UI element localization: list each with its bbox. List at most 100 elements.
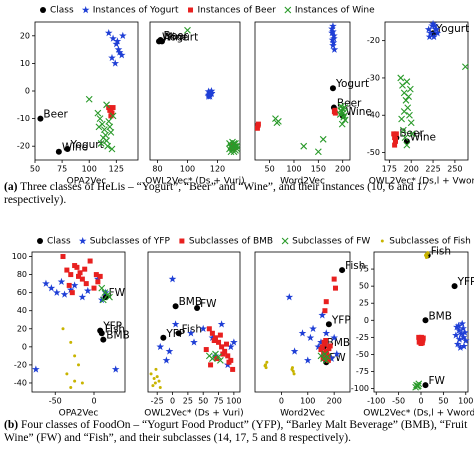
x-tick-label: 125 [109,165,124,174]
legend-label: Class [47,237,71,247]
point [319,344,325,350]
point [112,40,121,48]
x-tick-label: 0 [91,397,96,406]
point [60,254,66,260]
plot-frame [373,251,469,393]
point [113,37,122,45]
point [220,351,226,357]
point [458,319,466,327]
point [292,372,296,376]
caption-text: Four classes of FoodOn – “Yogurt Food Pr… [4,419,468,444]
point [324,351,330,357]
point [422,382,429,389]
point [217,320,226,328]
class-label: Wine [410,131,436,143]
class-label: Fish [105,323,125,335]
point [461,336,470,345]
point [155,375,159,379]
class-label: Yogurt [70,139,104,151]
point [285,293,294,301]
y-tick-label: -40 [14,378,27,387]
x-axis-label: Word2Vec [280,177,325,187]
point [194,305,201,311]
point [324,353,331,361]
point [117,51,126,59]
class-label: Yogurt [164,31,198,43]
point [106,123,114,131]
y-tick-label: 0 [22,342,27,351]
point [398,115,405,123]
legend-label: Subclasses of Fish [389,237,471,247]
x-tick-label: 100 [286,165,301,174]
point [66,285,75,294]
point [60,290,69,298]
plot-frame [254,21,351,161]
point [329,85,336,92]
point [98,330,105,337]
class-label: Beer [43,109,68,121]
point [227,342,235,351]
point [215,353,222,361]
point [69,340,73,344]
legend-label: Subclasses of BMB [189,237,273,247]
point [157,379,161,383]
point [78,293,87,301]
point [230,338,238,346]
x-axis-label: OWL2Vec* (Ds + Vuri) [145,177,244,187]
point [455,326,463,334]
point [162,356,171,364]
point [330,333,338,342]
plot-frame [254,251,351,393]
point [61,327,65,331]
point [298,329,307,337]
point [216,339,222,345]
x-tick-label: 120 [210,165,225,174]
x-tick-label: 50 [438,397,448,406]
x-tick-label: 150 [311,165,326,174]
point [109,112,117,120]
point [97,140,105,147]
legend-marker [284,6,292,14]
plot-frame [147,251,241,393]
point [37,115,44,122]
point [87,258,93,264]
point [306,333,315,342]
point [208,362,214,368]
point [151,384,155,388]
point [397,74,405,82]
point [97,273,103,279]
point [111,365,120,373]
point [403,141,411,149]
point [153,381,157,385]
point [66,282,72,288]
point [82,266,88,272]
x-tick-label: 0 [170,397,175,406]
point [451,283,458,290]
point [226,359,232,365]
legend-marker [40,7,46,13]
point [255,121,261,127]
point [325,357,331,363]
x-tick-label: 100 [458,397,473,406]
class-label: FW [200,298,217,310]
point [73,354,77,358]
class-label: FW [428,375,445,387]
point [338,120,346,128]
point [453,340,462,348]
point [322,308,328,314]
plot-frame [31,251,126,393]
point [97,295,106,304]
point [55,148,62,155]
point [111,59,120,67]
point [95,279,101,285]
point [64,145,71,152]
point [84,286,92,295]
point [331,276,337,282]
legend-marker [281,237,289,245]
point [184,26,191,34]
class-label: FW [109,287,126,299]
y-tick-label: -25 [356,333,369,342]
point [406,85,414,93]
class-label: YFP [102,321,122,333]
